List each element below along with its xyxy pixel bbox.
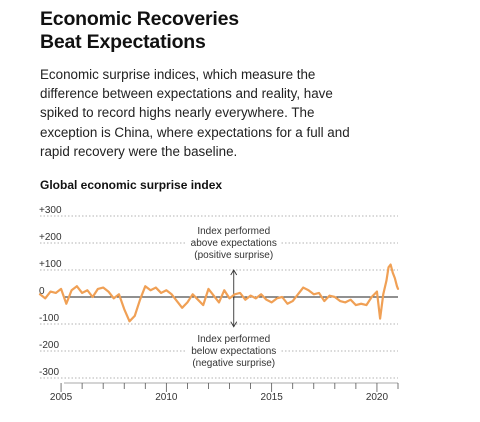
annotation-below-bg	[194, 333, 274, 345]
series-layer	[38, 263, 400, 323]
headline: Economic Recoveries Beat Expectations	[40, 8, 239, 54]
annotation-below-bg	[186, 345, 281, 357]
y-axis-ticks: +300 +200 +100 0 -100 -200 -300	[39, 205, 62, 378]
y-tick-label: -100	[39, 313, 59, 324]
x-tick-label: 2015	[261, 392, 284, 403]
annotation-below-line: Index performed	[197, 334, 270, 345]
y-tick-label: -300	[39, 367, 59, 378]
y-tick-label: +300	[39, 205, 62, 216]
x-tick-label: 2005	[50, 392, 73, 403]
headline-line-2: Beat Expectations	[40, 31, 206, 53]
y-tick-label: +100	[39, 259, 62, 270]
annotation-above-line: Index performed	[197, 226, 270, 237]
annotation-above-line: (positive surprise)	[194, 250, 273, 261]
annotation-above-bg	[186, 237, 281, 249]
annotation-below-line: below expectations	[191, 346, 276, 357]
y-tick-label: +200	[39, 232, 62, 243]
dek-paragraph: Economic surprise indices, which measure…	[40, 67, 350, 159]
chart-title: Global economic surprise index	[40, 178, 223, 192]
x-tick-label: 2010	[155, 392, 178, 403]
annotation-below-bg	[184, 357, 284, 369]
x-tick-label: 2020	[366, 392, 389, 403]
x-axis: 2005 2010 2015 2020	[50, 382, 399, 403]
y-tick-label: 0	[39, 286, 45, 297]
annotation-above-line: above expectations	[191, 238, 277, 249]
annotation-arrowhead-down	[230, 321, 238, 328]
annotation-above-bg	[194, 225, 274, 237]
series-line-global-surprise	[38, 263, 400, 323]
headline-line-1: Economic Recoveries	[40, 8, 239, 30]
annotation-below-line: (negative surprise)	[192, 358, 275, 369]
annotation-arrowhead-up	[230, 269, 238, 276]
y-tick-label: -200	[39, 340, 59, 351]
annotation-above-bg	[184, 249, 284, 261]
